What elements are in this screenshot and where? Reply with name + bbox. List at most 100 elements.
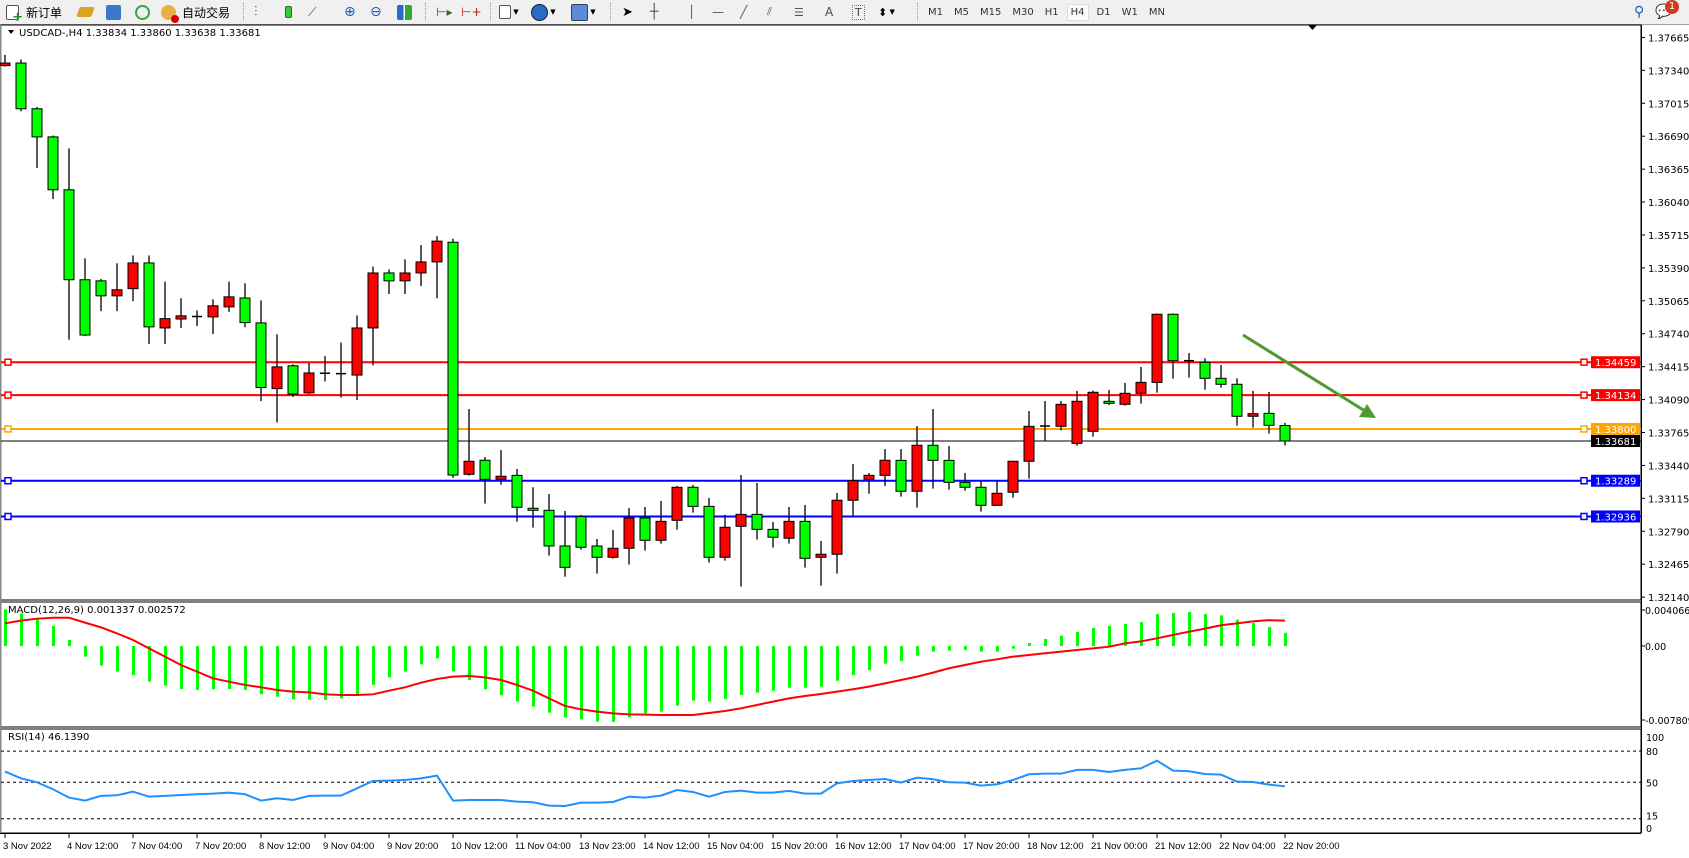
text-label-tool[interactable]: T <box>852 5 865 20</box>
level-anchor-handle[interactable] <box>1580 358 1588 366</box>
candle-body-bull <box>671 486 683 521</box>
macd-histogram-bar <box>820 646 823 687</box>
candle <box>831 492 843 574</box>
macd-histogram-bar <box>804 646 807 688</box>
cursor-tool[interactable]: ➤ <box>622 3 633 21</box>
price-axis-label: 1.36365 <box>1648 165 1689 176</box>
navigator-button[interactable] <box>135 3 150 21</box>
equidistant-channel-tool[interactable]: ⫽ <box>767 3 772 21</box>
candle <box>1135 366 1147 404</box>
time-axis-label: 15 Nov 20:00 <box>771 841 828 852</box>
search-button[interactable]: ⚲ <box>1634 3 1644 21</box>
macd-histogram-bar <box>948 646 951 651</box>
candle <box>159 281 171 344</box>
macd-histogram-bar <box>676 646 679 706</box>
periods-button[interactable]: ▼ <box>531 3 556 21</box>
timeframe-d1[interactable]: D1 <box>1096 6 1111 18</box>
cursor-icon: ➤ <box>622 4 633 20</box>
candle <box>719 514 731 561</box>
candle <box>1087 390 1099 437</box>
price-level-tag <box>1591 422 1640 435</box>
candlestick-chart-button[interactable] <box>281 3 292 21</box>
price-axis-label: 1.36040 <box>1648 198 1689 209</box>
line-chart-icon: ⟋ <box>308 4 317 19</box>
trend-arrow-line[interactable] <box>1242 333 1366 413</box>
zoom-in-button[interactable]: ⊕ <box>344 3 356 21</box>
candle <box>15 59 27 112</box>
price-axis-label: 1.37015 <box>1648 99 1689 110</box>
macd-histogram-bar <box>324 646 327 701</box>
candle <box>767 521 779 548</box>
level-anchor-handle[interactable] <box>4 512 12 521</box>
candle-body-bear <box>31 108 43 138</box>
price-axis-label: 1.33765 <box>1648 429 1689 440</box>
bar-chart-button[interactable]: ⫶ <box>254 3 258 21</box>
macd-histogram-bar <box>980 646 983 652</box>
timeframe-w1[interactable]: W1 <box>1121 6 1138 18</box>
zoom-out-button[interactable]: ⊖ <box>370 3 382 21</box>
text-tool[interactable]: A <box>825 3 833 21</box>
candle-body-bear <box>47 136 59 191</box>
level-anchor-handle[interactable] <box>1580 425 1588 433</box>
macd-histogram-bar <box>628 646 631 718</box>
candle <box>63 148 75 340</box>
data-window-button[interactable] <box>106 3 121 21</box>
candle <box>1199 358 1211 390</box>
candle <box>351 315 363 401</box>
horizontal-line-tool[interactable]: — <box>712 3 724 21</box>
level-anchor-handle[interactable] <box>1580 476 1588 485</box>
timeframe-mn[interactable]: MN <box>1148 6 1165 18</box>
new-order-button[interactable]: + 新订单 <box>6 3 62 24</box>
templates-button[interactable]: ▼ <box>571 3 596 21</box>
level-anchor-handle[interactable] <box>4 425 12 433</box>
candle <box>511 468 523 522</box>
macd-axis-label: 0.00 <box>1645 642 1666 653</box>
timeframe-m15[interactable]: M15 <box>980 6 1002 18</box>
timeframe-m1[interactable]: M1 <box>928 6 943 18</box>
level-anchor-handle[interactable] <box>4 358 12 366</box>
candle <box>287 364 299 397</box>
candle-body-bear <box>1279 425 1291 442</box>
timeframe-h4[interactable]: H4 <box>1066 3 1089 21</box>
level-anchor-handle[interactable] <box>4 476 12 485</box>
timeframe-m5[interactable]: M5 <box>954 6 969 18</box>
crosshair-tool[interactable]: ┼ <box>650 3 658 21</box>
candle-body-bear <box>63 189 75 281</box>
line-chart-button[interactable]: ⟋ <box>308 3 316 21</box>
candle-body-bear <box>239 297 251 324</box>
macd-histogram-bar <box>500 646 503 696</box>
auto-scroll-button[interactable]: ⊢▸ <box>436 3 452 21</box>
macd-histogram-bar <box>1236 619 1239 646</box>
timeframe-h1[interactable]: H1 <box>1044 6 1059 18</box>
macd-histogram-bar <box>740 646 743 696</box>
auto-trading-icon <box>161 4 179 23</box>
indicators-list-button[interactable]: ▼ <box>499 3 519 21</box>
text-label-tool-label: T <box>855 6 862 19</box>
macd-histogram-bar <box>308 646 311 700</box>
trendline-tool[interactable]: ╱ <box>740 3 747 21</box>
price-axis-label: 1.37665 <box>1648 33 1689 44</box>
chart-shift-button[interactable]: ⊢+ <box>461 3 482 21</box>
macd-histogram-bar <box>852 646 855 675</box>
candle <box>895 449 907 497</box>
candle <box>1040 400 1050 442</box>
time-axis-label: 14 Nov 12:00 <box>643 841 700 852</box>
tile-windows-button[interactable] <box>397 3 412 21</box>
level-anchor-handle[interactable] <box>1580 512 1588 521</box>
rsi-line <box>4 759 1286 808</box>
candle <box>911 426 923 508</box>
timeframe-m30[interactable]: M30 <box>1012 6 1034 18</box>
price-level-tag <box>1591 435 1640 448</box>
toolbar-separator <box>917 3 918 21</box>
collapse-triangle-icon[interactable] <box>8 30 14 34</box>
trend-arrow-head-icon[interactable] <box>1359 404 1376 418</box>
fibonacci-tool[interactable]: ☰ <box>794 3 804 21</box>
auto-trading-button[interactable]: 自动交易 <box>161 3 230 23</box>
add-indicator-icon <box>499 5 511 19</box>
level-anchor-handle[interactable] <box>1580 391 1588 399</box>
level-anchor-handle[interactable] <box>4 391 12 399</box>
chart-shift-marker-icon[interactable] <box>1308 25 1317 30</box>
arrows-tool[interactable]: ⬍ ▼ <box>878 3 895 21</box>
vertical-line-tool[interactable]: │ <box>688 3 695 21</box>
